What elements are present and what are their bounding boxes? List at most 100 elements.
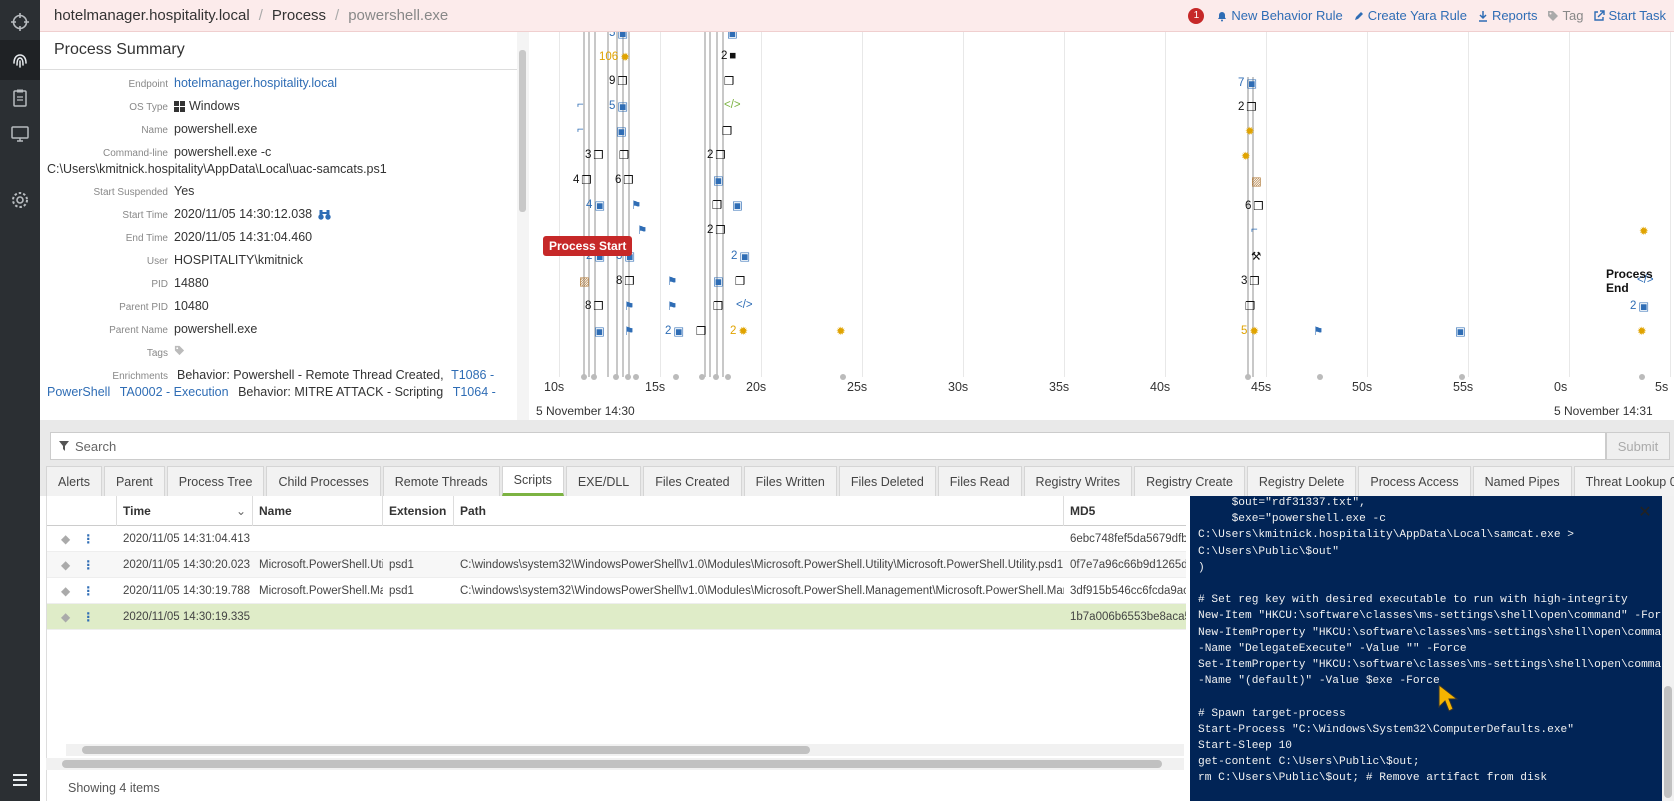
tag-icon[interactable]: ◆ xyxy=(61,532,71,546)
search-input[interactable]: Search xyxy=(50,432,1606,460)
script-vertical-scrollbar[interactable] xyxy=(1662,496,1674,801)
tab-threat-lookup[interactable]: Threat Lookup 0 xyxy=(1573,466,1674,496)
fingerprint-icon[interactable] xyxy=(0,40,40,80)
event-marker[interactable]: ✹ xyxy=(1639,224,1649,238)
tab-alerts[interactable]: Alerts xyxy=(46,466,102,496)
column-name[interactable]: Name xyxy=(253,496,383,526)
enrichment-link[interactable]: TA0002 - Execution xyxy=(119,385,229,399)
event-marker[interactable]: ❐ xyxy=(735,274,745,288)
tag-icon[interactable]: ◆ xyxy=(61,610,71,624)
monitor-icon[interactable] xyxy=(0,114,40,154)
column-md5[interactable]: MD5 xyxy=(1070,504,1096,518)
enrichment-link[interactable]: T1064 - xyxy=(452,385,496,399)
event-marker[interactable]: ▣ xyxy=(732,198,743,212)
column-time[interactable]: Time ⌄ xyxy=(117,496,253,526)
event-marker[interactable]: ⚑ xyxy=(667,299,677,313)
event-marker[interactable]: 3 ❐ xyxy=(585,148,604,162)
create-yara-rule-button[interactable]: Create Yara Rule xyxy=(1353,8,1467,23)
tab-process-access[interactable]: Process Access xyxy=(1358,466,1471,496)
event-marker[interactable]: ▣ xyxy=(616,124,627,138)
new-behavior-rule-button[interactable]: New Behavior Rule xyxy=(1216,8,1343,23)
gear-icon[interactable] xyxy=(0,180,40,220)
tab-exe-dll[interactable]: EXE/DLL xyxy=(565,466,642,496)
event-marker[interactable]: 6 ❐ xyxy=(1245,199,1264,213)
scrollbar-thumb[interactable] xyxy=(519,50,526,212)
tab-files-deleted[interactable]: Files Deleted xyxy=(838,466,936,496)
event-marker[interactable]: ⌐ xyxy=(577,99,584,111)
event-marker[interactable]: 5 ▣ xyxy=(609,99,628,113)
table-row[interactable]: ◆ ⋮ 2020/11/05 14:30:19.788 Microsoft.Pow… xyxy=(47,578,1186,604)
event-marker[interactable]: 3 ▣ xyxy=(616,249,635,263)
event-marker[interactable]: 5 ✹ xyxy=(1241,324,1259,338)
event-marker[interactable]: 2 ❐ xyxy=(707,148,726,162)
column-path[interactable]: Path xyxy=(454,496,1064,526)
endpoint-link[interactable]: hotelmanager.hospitality.local xyxy=(174,76,338,90)
event-marker[interactable]: 6 ❐ xyxy=(615,173,634,187)
event-marker[interactable]: ❐ xyxy=(696,324,706,338)
hamburger-icon[interactable] xyxy=(0,760,40,800)
close-icon[interactable]: ✕ xyxy=(1638,504,1652,521)
event-marker[interactable]: 7 ▣ xyxy=(1238,76,1257,90)
event-marker[interactable]: 3 ❐ xyxy=(1241,274,1260,288)
summary-scrollbar[interactable] xyxy=(517,32,529,420)
event-marker[interactable]: ❐ xyxy=(712,198,722,212)
table-row[interactable]: ◆ ⋮ 2020/11/05 14:31:04.413 6ebc748fef5da… xyxy=(47,526,1186,552)
tag-button[interactable]: Tag xyxy=(1547,8,1583,23)
event-marker[interactable]: </> xyxy=(736,299,753,311)
alert-count-badge[interactable]: 1 xyxy=(1188,7,1205,24)
kebab-menu-icon[interactable]: ⋮ xyxy=(82,610,95,624)
tab-registry-create[interactable]: Registry Create xyxy=(1134,466,1245,496)
submit-button[interactable]: Submit xyxy=(1606,432,1670,460)
enrichment-link[interactable]: T1086 - xyxy=(451,368,495,382)
tab-files-written[interactable]: Files Written xyxy=(743,466,837,496)
scrollbar-thumb[interactable] xyxy=(62,760,1162,768)
event-marker[interactable]: 106 ✹ xyxy=(599,50,630,64)
event-marker[interactable]: ▣ xyxy=(1455,324,1466,338)
event-marker[interactable]: 8 ❐ xyxy=(585,299,604,313)
tab-files-created[interactable]: Files Created xyxy=(643,466,742,496)
event-marker[interactable]: ▣ xyxy=(713,173,724,187)
column-extension[interactable]: Extension xyxy=(383,496,454,526)
event-marker[interactable]: ✹ xyxy=(1245,124,1255,138)
process-start-marker[interactable]: Process Start xyxy=(543,236,633,256)
reports-button[interactable]: Reports xyxy=(1477,8,1537,23)
table-row-selected[interactable]: ◆ ⋮ 2020/11/05 14:30:19.335 1b7a006b6553b… xyxy=(47,604,1186,630)
event-marker[interactable]: ✹ xyxy=(836,324,846,338)
event-marker[interactable]: ⌐ xyxy=(577,124,584,136)
kebab-menu-icon[interactable]: ⋮ xyxy=(82,532,95,546)
event-marker[interactable]: ▨ xyxy=(1251,174,1262,188)
event-marker[interactable]: 2 ❐ xyxy=(707,223,726,237)
script-content-pane[interactable]: $out="rdf31337.txt", $exe="powershell.ex… xyxy=(1190,496,1662,801)
event-marker[interactable]: ❐ xyxy=(724,74,734,88)
sort-desc-icon[interactable]: ⌄ xyxy=(235,504,246,518)
tag-icon[interactable]: ◆ xyxy=(61,584,71,598)
event-marker[interactable]: 2 ✹ xyxy=(730,324,748,338)
event-marker[interactable]: ⌐ xyxy=(1251,224,1258,236)
table-row[interactable]: ◆ ⋮ 2020/11/05 14:30:20.023 Microsoft.Pow… xyxy=(47,552,1186,578)
event-marker[interactable]: </> xyxy=(1637,274,1654,286)
tab-process-tree[interactable]: Process Tree xyxy=(166,466,265,496)
table-horizontal-scrollbar[interactable] xyxy=(66,744,1184,756)
event-marker[interactable]: 2 ▣ xyxy=(731,249,750,263)
tab-registry-writes[interactable]: Registry Writes xyxy=(1023,466,1133,496)
event-marker[interactable]: ▣ xyxy=(594,324,605,338)
process-end-marker[interactable]: Process End xyxy=(1606,267,1653,295)
pane-horizontal-scrollbar[interactable] xyxy=(46,758,1184,770)
event-marker[interactable]: 9 ❐ xyxy=(609,74,628,88)
event-marker[interactable]: ▨ xyxy=(579,274,590,288)
breadcrumb-host[interactable]: hotelmanager.hospitality.local xyxy=(54,7,250,24)
tab-remote-threads[interactable]: Remote Threads xyxy=(382,466,500,496)
add-tag-button[interactable] xyxy=(174,345,185,359)
event-marker[interactable]: 2 ▣ xyxy=(1630,299,1649,313)
event-marker[interactable]: 4 ❐ xyxy=(573,173,592,187)
clipboard-icon[interactable] xyxy=(0,78,40,118)
crosshair-icon[interactable] xyxy=(0,2,40,42)
event-marker[interactable]: 4 ▣ xyxy=(586,198,605,212)
event-marker[interactable]: ❐ xyxy=(713,299,723,313)
event-marker[interactable]: ⚑ xyxy=(1313,324,1323,338)
enrichment-link[interactable]: PowerShell xyxy=(47,385,111,399)
breadcrumb-section[interactable]: Process xyxy=(271,7,327,24)
tab-files-read[interactable]: Files Read xyxy=(937,466,1022,496)
event-marker[interactable]: ❐ xyxy=(619,148,629,162)
event-marker[interactable]: ⚑ xyxy=(667,274,677,288)
